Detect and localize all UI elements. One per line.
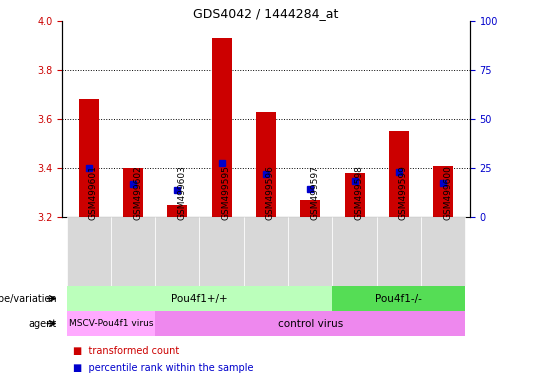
Bar <box>244 217 288 286</box>
Text: control virus: control virus <box>278 318 343 329</box>
Text: Pou4f1-/-: Pou4f1-/- <box>375 293 422 304</box>
Bar <box>167 205 187 217</box>
Bar <box>377 217 421 286</box>
Text: GSM499598: GSM499598 <box>355 166 363 220</box>
Bar <box>199 217 244 286</box>
Bar <box>155 217 199 286</box>
Text: Pou4f1+/+: Pou4f1+/+ <box>171 293 228 304</box>
Text: ■  percentile rank within the sample: ■ percentile rank within the sample <box>73 363 253 373</box>
Bar <box>433 166 453 217</box>
Bar <box>288 217 333 286</box>
Bar <box>111 217 155 286</box>
Text: GSM499601: GSM499601 <box>89 166 98 220</box>
Bar <box>256 112 276 217</box>
Text: genotype/variation: genotype/variation <box>0 293 57 304</box>
Bar <box>333 217 377 286</box>
Text: agent: agent <box>29 318 57 329</box>
Bar <box>300 200 320 217</box>
Bar <box>421 217 465 286</box>
Text: GSM499597: GSM499597 <box>310 166 319 220</box>
Bar <box>66 217 111 286</box>
Title: GDS4042 / 1444284_at: GDS4042 / 1444284_at <box>193 7 339 20</box>
Text: GSM499596: GSM499596 <box>266 166 275 220</box>
Text: ■  transformed count: ■ transformed count <box>73 346 179 356</box>
Bar <box>123 168 143 217</box>
Text: GSM499600: GSM499600 <box>443 166 452 220</box>
Bar <box>333 286 465 311</box>
Text: GSM499595: GSM499595 <box>221 166 231 220</box>
Text: GSM499599: GSM499599 <box>399 166 408 220</box>
Text: MSCV-Pou4f1 virus: MSCV-Pou4f1 virus <box>69 319 153 328</box>
Bar <box>66 311 155 336</box>
Bar <box>389 131 409 217</box>
Bar <box>345 173 364 217</box>
Text: GSM499602: GSM499602 <box>133 166 142 220</box>
Bar <box>66 286 333 311</box>
Bar <box>79 99 99 217</box>
Text: GSM499603: GSM499603 <box>177 166 186 220</box>
Bar <box>212 38 232 217</box>
Bar <box>155 311 465 336</box>
